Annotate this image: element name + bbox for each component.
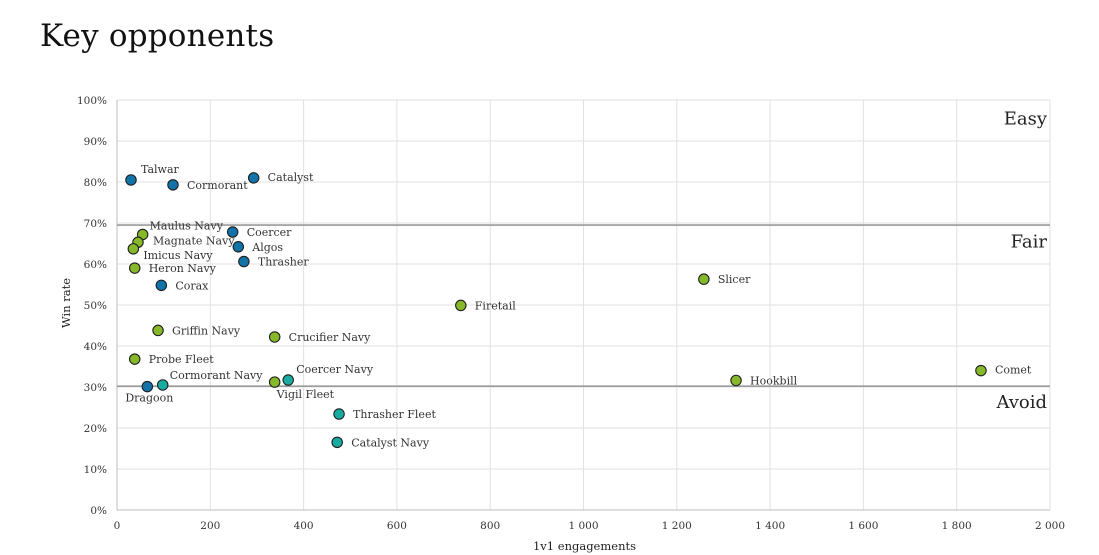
data-point — [730, 374, 742, 387]
data-label: Dragoon — [125, 392, 173, 405]
data-point — [698, 273, 710, 285]
y-tick-label: 20% — [84, 423, 107, 435]
y-tick-label: 40% — [84, 341, 107, 353]
data-point — [226, 226, 239, 238]
data-label: Magnate Navy — [153, 234, 235, 247]
zone-label: Easy — [1004, 108, 1048, 129]
data-point — [141, 380, 154, 393]
y-tick-label: 70% — [84, 218, 107, 230]
data-label: Cormorant — [187, 179, 248, 192]
x-tick-label: 1 800 — [942, 520, 972, 532]
x-tick-label: 1 200 — [662, 520, 692, 532]
data-point — [282, 374, 294, 386]
data-point — [167, 179, 179, 191]
data-point — [155, 279, 168, 292]
data-label: Algos — [251, 241, 283, 254]
zone-label: Fair — [1011, 231, 1048, 252]
data-label: Coercer Navy — [296, 363, 374, 376]
data-point — [333, 408, 345, 420]
data-label: Vigil Fleet — [276, 388, 335, 401]
y-tick-label: 100% — [77, 95, 107, 107]
data-label: Thrasher Fleet — [353, 408, 436, 421]
y-tick-label: 0% — [90, 505, 107, 517]
data-point — [125, 174, 137, 186]
x-tick-label: 400 — [294, 520, 314, 532]
x-tick-label: 1 400 — [755, 520, 785, 532]
y-tick-label: 60% — [84, 259, 107, 271]
x-tick-label: 1 600 — [848, 520, 878, 532]
data-point — [331, 436, 343, 449]
x-tick-label: 2 000 — [1035, 520, 1065, 532]
data-point — [127, 243, 140, 255]
data-point — [128, 353, 141, 365]
y-tick-label: 80% — [84, 177, 107, 189]
x-axis-label: 1v1 engagements — [533, 539, 636, 553]
page-title: Key opponents — [40, 18, 275, 54]
data-label: Maulus Navy — [150, 219, 224, 232]
data-label: Imicus Navy — [143, 249, 213, 262]
data-point — [455, 299, 467, 312]
data-point — [238, 255, 250, 268]
data-point — [268, 376, 281, 388]
data-label: Heron Navy — [149, 262, 217, 275]
y-tick-label: 30% — [84, 382, 107, 394]
data-point — [247, 172, 260, 184]
x-tick-label: 200 — [200, 520, 220, 532]
data-label: Catalyst Navy — [351, 436, 430, 449]
data-label: Crucifier Navy — [289, 331, 371, 344]
data-point — [152, 324, 164, 337]
data-label: Firetail — [475, 299, 516, 312]
data-label: Hookbill — [750, 374, 798, 387]
data-point — [156, 379, 169, 391]
y-axis-label: Win rate — [59, 278, 73, 328]
data-point — [268, 331, 281, 343]
data-label: Comet — [995, 364, 1032, 377]
data-label: Slicer — [718, 273, 751, 286]
data-label: Griffin Navy — [172, 324, 241, 337]
zone-label: Avoid — [995, 392, 1047, 413]
data-point — [232, 241, 245, 253]
x-tick-label: 1 000 — [568, 520, 598, 532]
x-tick-label: 800 — [480, 520, 500, 532]
data-label: Talwar — [141, 163, 180, 176]
data-label: Coercer — [247, 226, 292, 239]
data-label: Thrasher — [258, 256, 309, 269]
y-tick-label: 10% — [84, 464, 107, 476]
data-label: Catalyst — [268, 171, 314, 184]
y-tick-label: 90% — [84, 136, 107, 148]
x-tick-label: 0 — [114, 520, 121, 532]
data-label: Corax — [175, 279, 209, 292]
y-tick-label: 50% — [84, 300, 107, 312]
data-point — [128, 262, 141, 274]
data-label: Probe Fleet — [149, 353, 215, 366]
x-tick-label: 600 — [387, 520, 407, 532]
data-point — [975, 364, 987, 377]
data-label: Cormorant Navy — [170, 369, 264, 382]
